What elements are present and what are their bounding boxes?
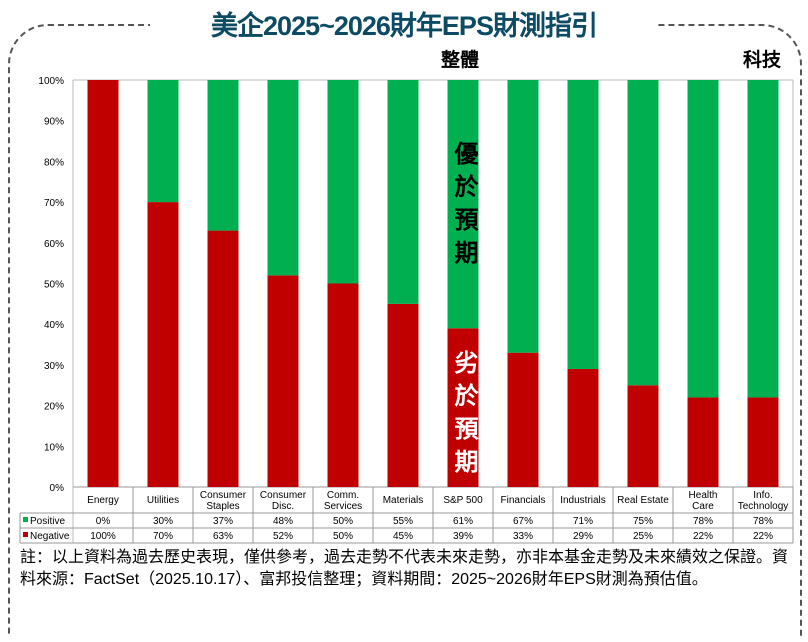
category-label: Industrials [560, 495, 606, 506]
category-label: Services [324, 501, 362, 512]
y-tick-label: 60% [44, 239, 64, 250]
positive-value-label: 50% [333, 516, 353, 527]
positive-value-label: 78% [753, 516, 773, 527]
positive-value-label: 78% [693, 516, 713, 527]
negative-value-label: 25% [633, 531, 653, 542]
worse-than-expected-label: 劣於預期 [450, 350, 477, 482]
bar-positive [327, 80, 359, 284]
category-label: Staples [206, 501, 239, 512]
bar-negative [567, 368, 599, 487]
bar-negative [327, 283, 359, 487]
negative-value-label: 70% [153, 531, 173, 542]
negative-value-label: 22% [693, 531, 713, 542]
bar-positive [387, 80, 419, 304]
y-tick-label: 10% [44, 442, 64, 453]
negative-value-label: 22% [753, 531, 773, 542]
better-than-expected-label: 優於預期 [450, 141, 477, 273]
positive-value-label: 30% [153, 516, 173, 527]
y-tick-label: 100% [38, 76, 64, 87]
category-label: S&P 500 [443, 495, 483, 506]
category-label: Info. [753, 490, 772, 501]
legend-positive-label: Positive [30, 516, 65, 527]
bar-negative [747, 397, 779, 487]
y-tick-label: 0% [50, 483, 65, 494]
bar-negative [687, 397, 719, 487]
footnote: 註：以上資料為過去歷史表現，僅供參考，過去走勢不代表未來走勢，亦非本基金走勢及未… [20, 549, 789, 588]
category-label: Consumer [200, 490, 247, 501]
y-tick-label: 30% [44, 361, 64, 372]
category-label: Technology [738, 501, 789, 512]
positive-value-label: 0% [96, 516, 111, 527]
page-title: 美企2025~2026財年EPS財測指引 [150, 4, 658, 43]
y-tick-label: 40% [44, 320, 64, 331]
category-label: Energy [87, 495, 119, 506]
stacked-bar-chart: 0% 10% 20% 30% 40% 50% 60% 70% 80% 90% 100% Energy 0… [19, 48, 794, 544]
bar-negative [447, 328, 479, 487]
negative-value-label: 45% [393, 531, 413, 542]
bar-positive [207, 80, 239, 231]
bar-positive [747, 80, 779, 398]
category-label: Financials [500, 495, 545, 506]
category-label: Consumer [260, 490, 307, 501]
positive-value-label: 75% [633, 516, 653, 527]
negative-value-label: 33% [513, 531, 533, 542]
legend-positive-swatch [23, 517, 28, 522]
y-tick-label: 90% [44, 117, 64, 128]
y-tick-label: 20% [44, 402, 64, 413]
negative-value-label: 39% [453, 531, 473, 542]
overall-label: 整體 [441, 48, 479, 71]
bar-negative [507, 352, 539, 487]
y-tick-label: 80% [44, 157, 64, 168]
negative-value-label: 100% [90, 531, 116, 542]
negative-value-label: 50% [333, 531, 353, 542]
category-label: Materials [383, 495, 424, 506]
positive-value-label: 55% [393, 516, 413, 527]
bar-negative [147, 202, 179, 487]
bar-positive [687, 80, 719, 398]
negative-value-label: 52% [273, 531, 293, 542]
bar-positive [147, 80, 179, 203]
positive-value-label: 37% [213, 516, 233, 527]
y-tick-label: 70% [44, 198, 64, 209]
bar-positive [267, 80, 299, 276]
tech-label: 科技 [743, 48, 782, 71]
legend-negative-label: Negative [30, 531, 70, 542]
positive-value-label: 67% [513, 516, 533, 527]
bar-positive [447, 80, 479, 329]
bar-positive [507, 80, 539, 353]
negative-value-label: 63% [213, 531, 233, 542]
bar-positive [627, 80, 659, 386]
category-label: Health [689, 490, 718, 501]
bar-positive [567, 80, 599, 369]
positive-value-label: 71% [573, 516, 593, 527]
negative-value-label: 29% [573, 531, 593, 542]
positive-value-label: 61% [453, 516, 473, 527]
category-label: Comm. [327, 490, 359, 501]
bar-negative [87, 80, 119, 487]
category-label: Real Estate [617, 495, 669, 506]
category-label: Care [692, 501, 714, 512]
positive-value-label: 48% [273, 516, 293, 527]
legend-negative-swatch [23, 532, 28, 537]
y-tick-label: 50% [44, 280, 64, 291]
bar-negative [267, 275, 299, 487]
category-label: Utilities [147, 495, 179, 506]
bar-negative [207, 230, 239, 487]
bar-negative [387, 303, 419, 487]
category-label: Disc. [272, 501, 294, 512]
bar-negative [627, 385, 659, 487]
